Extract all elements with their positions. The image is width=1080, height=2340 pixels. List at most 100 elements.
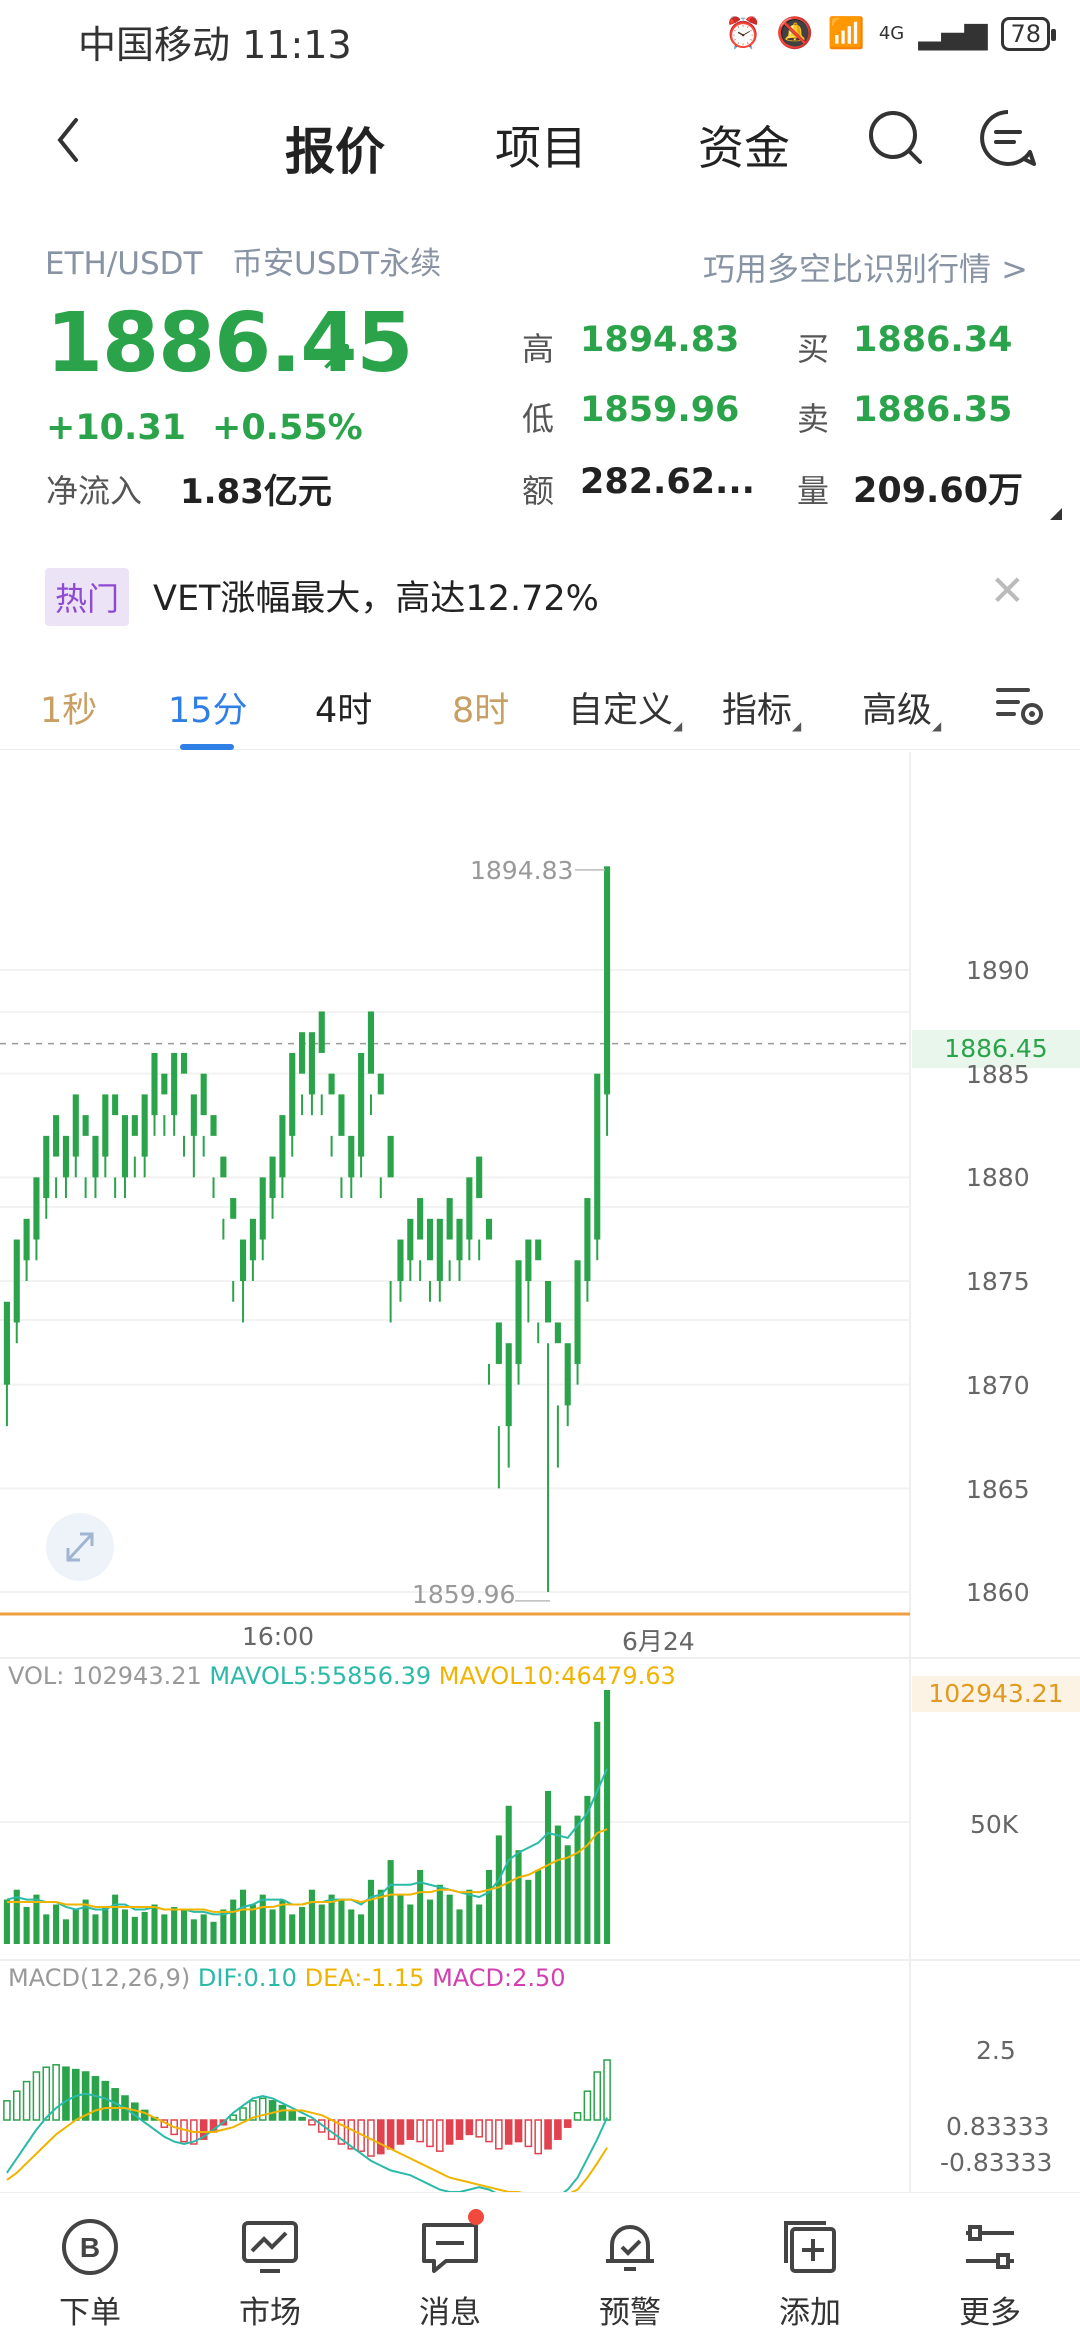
macd-legend: MACD(12,26,9) DIF:0.10 DEA:-1.15 MACD:2.… [8,1964,566,1992]
candle-body [436,1218,443,1281]
indicator-menu[interactable]: 指标◢ [722,682,801,733]
volume-bar [121,1909,129,1944]
volume-bar [466,1889,473,1944]
period-8h[interactable]: 8时 [452,691,510,731]
volume-bar [259,1894,266,1944]
macd-bar [386,2119,395,2150]
price-axis-tick: 1865 [966,1475,1030,1504]
chevron-left-icon [57,118,78,162]
kline-chart[interactable] [0,752,1080,2192]
price-axis-tick: 1890 [966,956,1030,985]
macd-bar [229,2114,238,2121]
candle-body [299,1032,306,1074]
nav-market[interactable]: 市场 [180,2193,360,2340]
volume-bar [249,1904,256,1944]
macd-bar [81,2071,90,2121]
tab-funds[interactable]: 资金 [698,121,790,175]
candle-body [289,1052,296,1136]
volume-bar [495,1835,502,1944]
candle-body [23,1218,30,1261]
candle-body [102,1094,109,1157]
nav-more-label: 更多 [959,2295,1021,2331]
period-custom[interactable]: 自定义◢ [568,682,682,733]
candle-body [62,1135,70,1178]
volume-bar [131,1916,138,1944]
volume-bar [210,1921,217,1944]
volume-bar [426,1899,434,1944]
net-inflow-value: 1.83亿元 [180,472,332,512]
nav-alerts-label: 预警 [599,2295,661,2331]
price-axis-tick: 1880 [966,1163,1030,1192]
custom-label: 自定义 [568,691,674,731]
macd-bar [258,2097,267,2121]
expand-corner-icon[interactable] [1050,508,1062,520]
tab-project[interactable]: 项目 [495,121,587,175]
candle-body [417,1198,424,1240]
macd-bar [298,2116,306,2121]
macd-axis-tick: 0.83333 [946,2112,1050,2141]
volume-axis-tick: 50K [970,1810,1019,1839]
low-price-label: 1859.96 [412,1580,516,1609]
macd-bar [308,2119,316,2126]
candle-body [387,1135,394,1178]
last-price-tag: 1886.45 [912,1030,1080,1068]
candle-body [269,1156,276,1199]
volume-bar [62,1919,70,1944]
volume-bar [53,1904,60,1944]
advanced-menu[interactable]: 高级◢ [862,682,941,733]
period-1s[interactable]: 1秒 [40,691,98,731]
period-15m[interactable]: 15分 [168,691,248,731]
volume-bar [485,1869,493,1944]
candle-body [367,1011,375,1074]
mavol10-line [6,1828,608,1913]
candle-body [161,1073,168,1095]
period-4h[interactable]: 4时 [315,691,373,731]
market-chart-icon [242,2221,298,2273]
candle-body [171,1052,178,1116]
candle-body [397,1239,404,1281]
nav-alerts[interactable]: 预警 [540,2193,720,2340]
battery-icon: 78 [1001,16,1056,51]
macd-value-label: MACD:2.50 [432,1964,566,1992]
nav-add[interactable]: 添加 [720,2193,900,2340]
tab-quote[interactable]: 报价 [285,123,385,181]
candle-body [328,1073,335,1095]
ask-value: 1886.35 [853,390,1013,430]
macd-bar [347,2119,356,2150]
hot-banner[interactable]: 热门 VET涨幅最大，高达12.72% ✕ [0,560,1080,630]
dropdown-icon: ◢ [932,719,942,733]
candle-body [141,1094,148,1157]
candle-body [407,1218,414,1261]
volume-bar [102,1906,109,1944]
volume-bar [92,1914,99,1944]
volume-bar [456,1909,463,1944]
macd-bar [534,2119,543,2155]
close-icon[interactable]: ✕ [989,566,1025,615]
macd-bar [337,2119,346,2145]
candle-body [426,1218,434,1261]
bid-value: 1886.34 [853,320,1013,360]
order-b-icon: B [62,2219,118,2275]
back-button[interactable] [48,110,88,170]
macd-bar [376,2119,385,2155]
long-short-hint-link[interactable]: 巧用多空比识别行情 > [703,250,1028,288]
nav-order[interactable]: B 下单 [0,2193,180,2340]
volume-bar [200,1914,207,1944]
volume-bar [171,1906,178,1944]
pair-label: ETH/USDT 币安USDT永续 [45,238,441,283]
chart-settings-button[interactable] [994,682,1046,734]
volume-bar [417,1869,424,1944]
search-button[interactable] [866,108,926,168]
volume-bar [3,1899,10,1944]
up-arrow-icon: ↗ [318,330,355,381]
chat-button[interactable] [978,108,1038,168]
candle-body [308,1032,315,1095]
nav-more[interactable]: 更多 [900,2193,1080,2340]
candle-body [92,1135,99,1178]
nav-messages[interactable]: 消息 [360,2193,540,2340]
volume-bar [515,1850,522,1944]
volume-bar [367,1879,375,1944]
volume-bar [544,1790,552,1944]
clock: 11:13 [242,23,352,67]
candle-body [515,1260,522,1364]
